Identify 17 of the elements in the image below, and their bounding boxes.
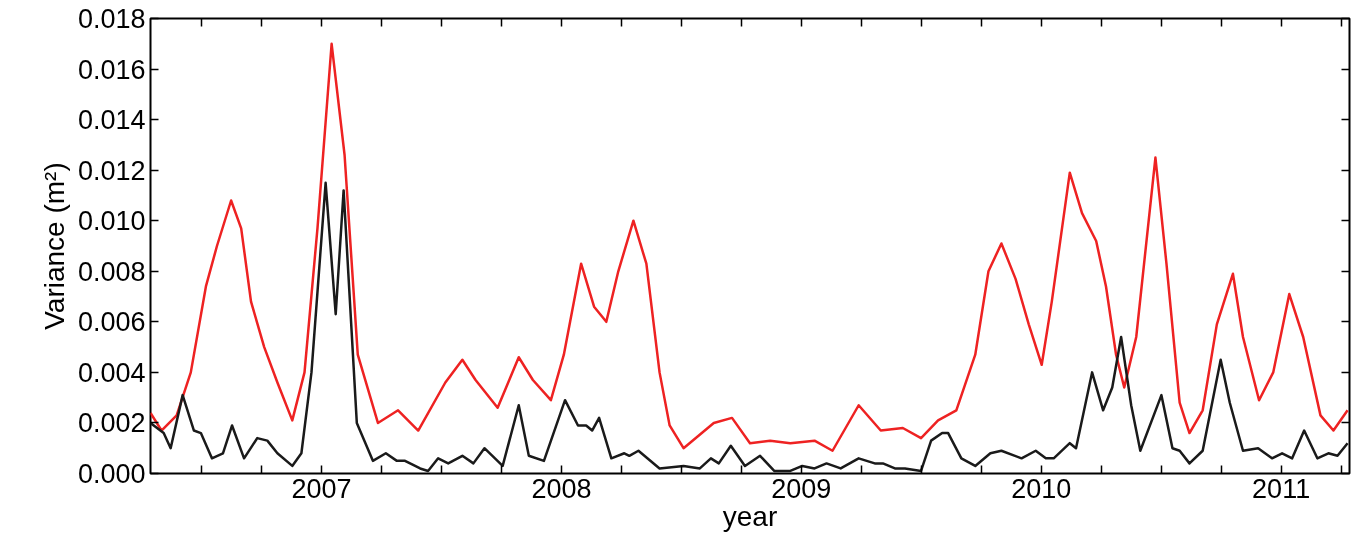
- y-tick-label: 0.006: [77, 307, 146, 338]
- y-tick-label: 0.010: [77, 206, 146, 237]
- line-series: [150, 42, 1349, 452]
- line-series: [150, 181, 1349, 473]
- y-tick-label: 0.016: [77, 54, 146, 85]
- y-tick-label: 0.008: [77, 256, 146, 287]
- y-tick-label: 0.014: [77, 105, 146, 136]
- x-tick-label: 2008: [531, 473, 592, 504]
- x-tick-label: 2010: [1011, 473, 1072, 504]
- y-tick-label: 0.012: [77, 155, 146, 186]
- x-tick-label: 2011: [1252, 473, 1311, 504]
- y-tick-label: 0.004: [77, 357, 146, 388]
- x-tick-label: 2007: [291, 473, 352, 504]
- y-tick-label: 0.002: [77, 408, 146, 439]
- y-tick-label: 0.000: [77, 459, 146, 489]
- y-axis-title: Variance (m²): [38, 162, 70, 330]
- y-tick-label: 0.018: [77, 4, 146, 34]
